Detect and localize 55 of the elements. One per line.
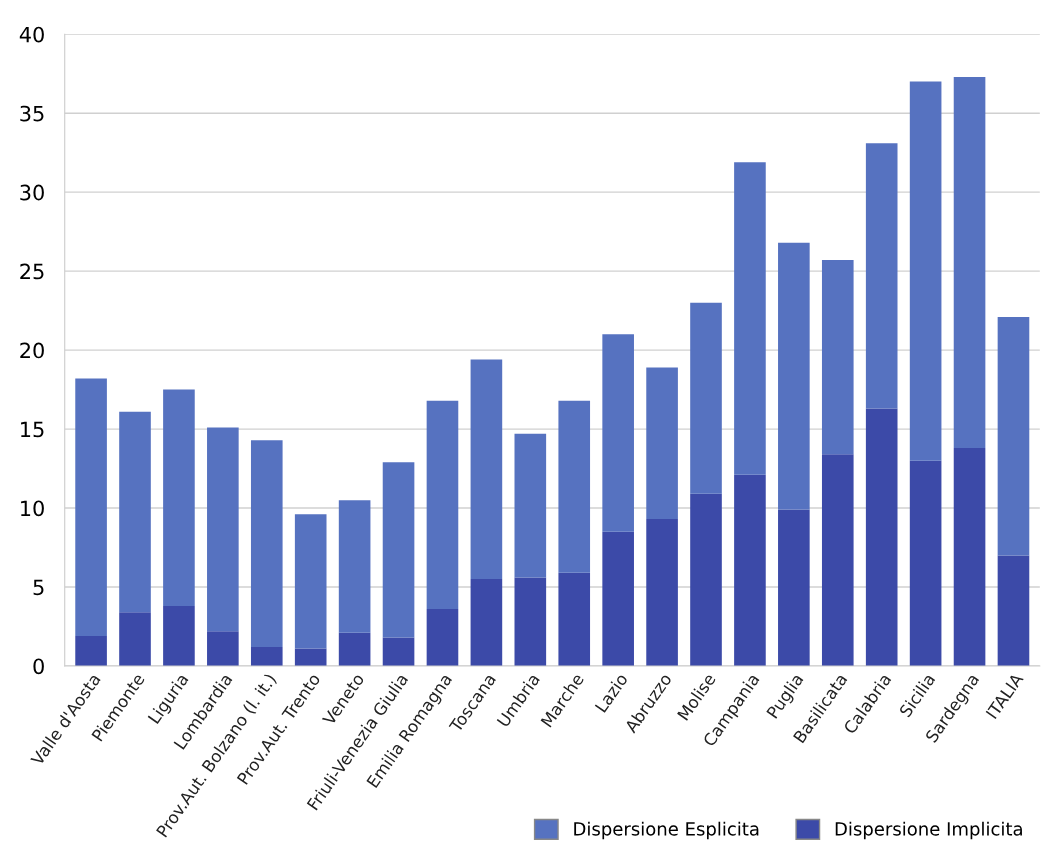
bar — [558, 400, 591, 573]
y-tick-label: 10 — [21, 500, 44, 517]
bar — [426, 609, 459, 666]
bar — [778, 242, 810, 510]
y-tick-label: 20 — [20, 342, 44, 359]
bar — [821, 260, 854, 455]
bar — [382, 637, 415, 666]
y-tick-label: 5 — [33, 579, 44, 596]
bar — [865, 408, 898, 666]
bar — [690, 493, 722, 666]
bar — [250, 440, 283, 648]
bar — [602, 334, 634, 532]
legend-label: Dispersione Esplicita — [574, 821, 759, 840]
bar — [119, 411, 151, 613]
bar — [909, 81, 942, 461]
bar — [602, 531, 634, 666]
bar — [338, 500, 371, 633]
bar — [734, 162, 766, 475]
bar — [646, 519, 678, 666]
bar — [997, 555, 1030, 666]
bar — [338, 632, 371, 666]
y-tick-label: 35 — [20, 105, 44, 122]
y-tick-label: 25 — [20, 263, 44, 280]
y-tick-label: 30 — [20, 184, 44, 201]
bar — [778, 509, 810, 666]
bar — [207, 427, 239, 632]
legend-label: Dispersione Implicita — [835, 821, 1022, 840]
bar — [558, 572, 591, 666]
bar — [734, 474, 766, 666]
bar — [75, 378, 107, 636]
bar — [470, 579, 503, 666]
bar — [75, 635, 107, 666]
bar — [294, 648, 327, 666]
bar — [119, 612, 151, 666]
y-tick-label: 15 — [21, 421, 44, 438]
bar — [382, 462, 415, 638]
bar — [207, 631, 239, 666]
bar — [514, 433, 547, 578]
bar — [514, 577, 547, 666]
bar — [997, 316, 1030, 556]
bar — [250, 647, 283, 666]
bar — [953, 76, 986, 449]
bar — [690, 302, 722, 494]
bar — [909, 460, 942, 666]
bar — [294, 514, 327, 649]
bar — [163, 389, 195, 606]
bar — [470, 359, 503, 580]
y-tick-label: 40 — [19, 26, 44, 43]
bar — [953, 448, 986, 666]
bar — [646, 367, 678, 520]
bar — [865, 143, 898, 409]
bar — [426, 400, 459, 610]
y-tick-label: 0 — [33, 658, 44, 675]
bar — [821, 454, 854, 666]
bar — [163, 605, 195, 666]
